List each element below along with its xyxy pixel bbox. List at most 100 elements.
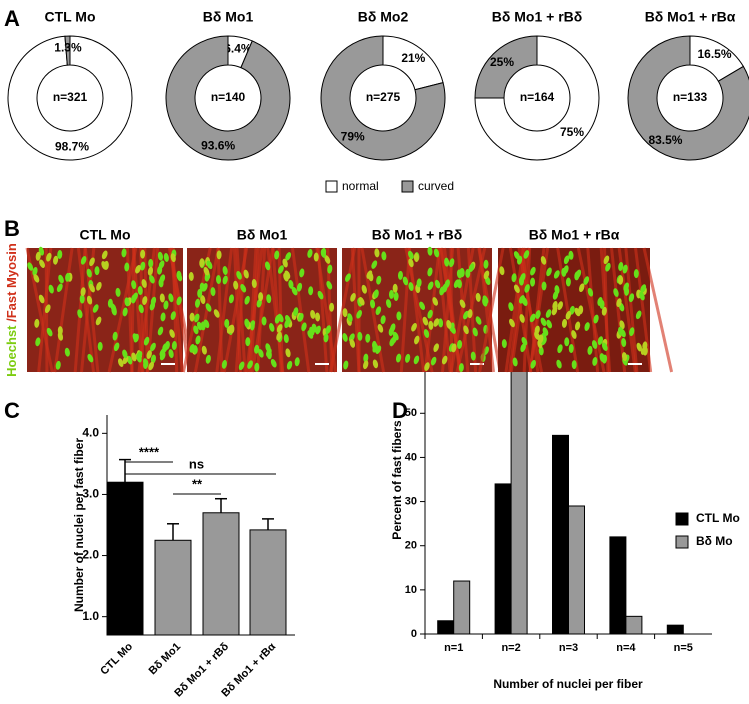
nucleus (299, 268, 305, 278)
nucleus (80, 287, 86, 297)
nucleus (301, 322, 307, 332)
nucleus (270, 358, 277, 368)
y-tick-label: 2.0 (82, 548, 99, 562)
nucleus (629, 327, 635, 337)
nucleus (389, 337, 395, 347)
nucleus (457, 339, 463, 349)
nucleus (451, 343, 457, 353)
nucleus (64, 347, 70, 357)
nucleus (269, 323, 275, 332)
nucleus (200, 295, 206, 305)
nucleus (521, 337, 528, 346)
nucleus (635, 310, 642, 320)
nucleus (395, 353, 402, 363)
donut-slice (7, 35, 133, 161)
nucleus (238, 361, 245, 371)
nucleus (642, 341, 648, 351)
nucleus (162, 343, 168, 353)
nucleus (148, 258, 154, 268)
nucleus (86, 268, 92, 278)
nucleus (135, 264, 141, 274)
nucleus (236, 271, 242, 280)
y-tick-label: 1.0 (82, 609, 99, 623)
fiber (328, 247, 357, 373)
nucleus (375, 306, 382, 315)
nucleus (56, 283, 63, 293)
nucleus (35, 251, 41, 261)
nucleus (203, 319, 210, 329)
nucleus (540, 317, 547, 327)
nucleus (57, 326, 63, 336)
nucleus (483, 270, 490, 280)
nucleus (587, 287, 594, 297)
donut-slice (165, 35, 291, 161)
nucleus (557, 301, 563, 310)
nucleus (222, 275, 228, 285)
nucleus (475, 316, 482, 325)
nucleus (188, 271, 194, 281)
micrograph (25, 246, 196, 373)
nucleus (342, 308, 348, 318)
center-label: n=140 (211, 90, 246, 104)
fiber (477, 247, 502, 373)
nucleus (101, 250, 108, 260)
nucleus (597, 336, 604, 346)
nucleus (441, 355, 448, 365)
nucleus (122, 355, 129, 365)
nucleus (393, 291, 399, 301)
nucleus (475, 292, 481, 302)
nucleus (363, 360, 369, 370)
x-tick-label: n=4 (616, 642, 636, 654)
y-tick-label: 0 (411, 628, 417, 640)
nucleus (124, 262, 130, 272)
nucleus (143, 336, 150, 346)
value-label: 21% (401, 51, 425, 65)
center-label: n=321 (53, 90, 88, 104)
y-axis-label: Percent of fast fibers (390, 420, 404, 540)
nucleus (97, 341, 103, 351)
nucleus (101, 261, 108, 270)
y-tick-label: 50 (405, 407, 417, 419)
nucleus (89, 283, 95, 293)
nucleus (32, 266, 38, 276)
x-tick-label: CTL Mo (98, 640, 135, 677)
nucleus (428, 320, 434, 330)
nucleus (459, 299, 466, 308)
nucleus (513, 284, 520, 294)
nucleus (283, 334, 289, 344)
donut-slice (474, 35, 538, 99)
legend-swatch (675, 535, 689, 549)
nucleus (546, 319, 553, 329)
fiber (436, 247, 452, 373)
image-title: Bδ Mo1 (237, 227, 288, 243)
nucleus (568, 343, 574, 353)
nucleus (163, 253, 169, 262)
nucleus (168, 293, 174, 303)
nucleus (597, 297, 603, 306)
nucleus (296, 282, 303, 292)
nucleus (470, 351, 476, 361)
legend-label: normal (342, 179, 379, 193)
nucleus (124, 297, 130, 307)
nucleus (584, 322, 590, 331)
fiber (316, 247, 329, 373)
nucleus (390, 323, 396, 333)
nucleus (194, 298, 201, 308)
bar (437, 620, 455, 635)
nucleus (325, 325, 331, 334)
nucleus (146, 350, 152, 359)
nucleus (372, 359, 379, 369)
nucleus (148, 361, 154, 371)
nucleus (277, 265, 284, 274)
nucleus (434, 279, 441, 289)
nucleus (508, 302, 514, 312)
nucleus (132, 292, 138, 302)
nucleus (131, 352, 137, 362)
nucleus (579, 283, 585, 293)
nucleus (48, 284, 54, 294)
nucleus (157, 251, 163, 261)
nucleus (411, 322, 417, 332)
nucleus (446, 320, 452, 329)
nucleus (96, 281, 102, 291)
nucleus (538, 334, 544, 344)
